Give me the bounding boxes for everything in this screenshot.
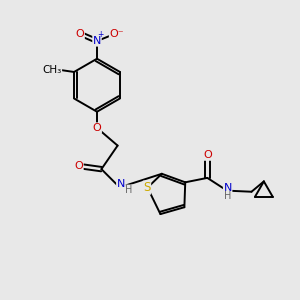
Text: O: O <box>76 29 84 39</box>
Text: O⁻: O⁻ <box>110 29 124 39</box>
Text: N: N <box>117 179 125 190</box>
Text: H: H <box>224 191 231 201</box>
Text: N: N <box>93 36 101 46</box>
Text: O: O <box>93 123 101 133</box>
Text: N: N <box>224 183 232 193</box>
Text: S: S <box>143 181 151 194</box>
Text: H: H <box>125 185 133 195</box>
Text: +: + <box>98 30 104 39</box>
Text: CH₃: CH₃ <box>42 64 62 75</box>
Text: O: O <box>203 150 212 160</box>
Text: O: O <box>74 161 83 171</box>
